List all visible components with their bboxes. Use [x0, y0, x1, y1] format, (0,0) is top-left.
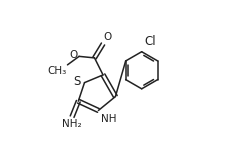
Text: Cl: Cl: [144, 35, 156, 48]
Text: NH₂: NH₂: [62, 119, 81, 129]
Text: O: O: [70, 50, 78, 60]
Text: S: S: [73, 75, 81, 88]
Text: NH: NH: [101, 114, 116, 124]
Text: O: O: [104, 32, 112, 42]
Text: CH₃: CH₃: [47, 66, 66, 76]
